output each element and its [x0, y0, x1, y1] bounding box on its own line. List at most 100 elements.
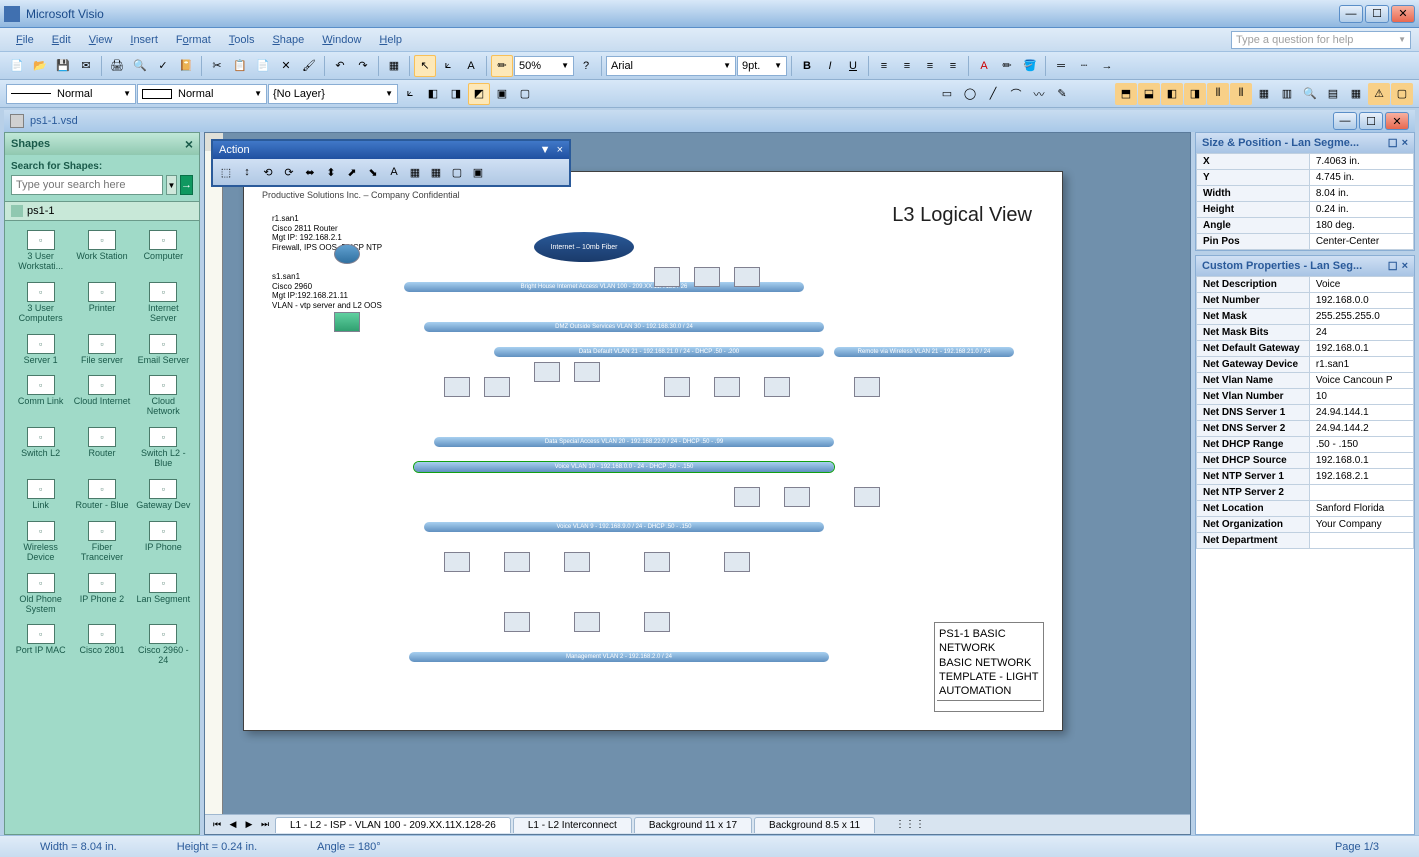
prop-value[interactable]: Your Company [1309, 517, 1413, 533]
text-tool-button[interactable]: A [460, 55, 482, 77]
doc-maximize-button[interactable]: ☐ [1359, 112, 1383, 130]
prop-value[interactable]: .50 - .150 [1309, 437, 1413, 453]
doc-close-button[interactable]: ✕ [1385, 112, 1409, 130]
prop-value[interactable]: 8.04 in. [1309, 186, 1413, 202]
shapes-search-input[interactable] [11, 175, 163, 195]
search-go-button[interactable]: → [180, 175, 193, 195]
fill-color-button[interactable]: 🪣 [1019, 55, 1041, 77]
prop-row[interactable]: Angle180 deg. [1197, 218, 1414, 234]
tab-last-button[interactable]: ⏭ [257, 817, 273, 833]
shape-item-0[interactable]: ▫3 User Workstati... [11, 227, 70, 275]
line-color-button[interactable]: ✏ [996, 55, 1018, 77]
zoom-dropdown[interactable]: 50%▼ [514, 56, 574, 76]
shape-item-25[interactable]: ▫Cisco 2801 [72, 621, 131, 669]
delete-button[interactable]: ✕ [275, 55, 297, 77]
doc-minimize-button[interactable]: — [1333, 112, 1357, 130]
prop-value[interactable]: Voice [1309, 277, 1413, 293]
pencil-tool-button[interactable]: ✎ [1051, 83, 1073, 105]
layout2-button[interactable]: ▥ [1276, 83, 1298, 105]
shape-item-16[interactable]: ▫Router - Blue [72, 476, 131, 514]
shape-item-13[interactable]: ▫Router [72, 424, 131, 472]
prop-row[interactable]: Net DHCP Source192.168.0.1 [1197, 453, 1414, 469]
shape-item-20[interactable]: ▫IP Phone [134, 518, 193, 566]
prop-row[interactable]: Net Vlan Number10 [1197, 389, 1414, 405]
line-style1-dropdown[interactable]: Normal▼ [6, 84, 136, 104]
menu-file[interactable]: File [8, 32, 42, 48]
action-dropdown-icon[interactable]: ▼ [540, 144, 551, 156]
line-weight-button[interactable]: ═ [1050, 55, 1072, 77]
tab-prev-button[interactable]: ◀ [225, 817, 241, 833]
prop-row[interactable]: Net OrganizationYour Company [1197, 517, 1414, 533]
shape-item-9[interactable]: ▫Comm Link [11, 372, 70, 420]
action-btn-13[interactable]: ▣ [468, 162, 488, 182]
prop-value[interactable]: 192.168.0.1 [1309, 341, 1413, 357]
panel2-close-icon[interactable]: × [1402, 260, 1408, 273]
shape-item-14[interactable]: ▫Switch L2 - Blue [134, 424, 193, 472]
minimize-button[interactable]: — [1339, 5, 1363, 23]
menu-view[interactable]: View [81, 32, 121, 48]
prop-value[interactable]: 24 [1309, 325, 1413, 341]
rect-tool-button[interactable]: ▭ [936, 83, 958, 105]
close-button[interactable]: ✕ [1391, 5, 1415, 23]
tab-overflow-icon[interactable]: ⋮⋮⋮ [895, 819, 925, 830]
action-btn-5[interactable]: ⬌ [300, 162, 320, 182]
sheet-tab-1[interactable]: L1 - L2 Interconnect [513, 817, 632, 833]
pointer-tool-button[interactable]: ↖ [414, 55, 436, 77]
menu-shape[interactable]: Shape [264, 32, 312, 48]
shape4-button[interactable]: ▣ [491, 83, 513, 105]
prop-row[interactable]: Net Mask Bits24 [1197, 325, 1414, 341]
prop-row[interactable]: Net Number192.168.0.0 [1197, 293, 1414, 309]
ellipse-tool-button[interactable]: ◯ [959, 83, 981, 105]
bold-button[interactable]: B [796, 55, 818, 77]
menu-edit[interactable]: Edit [44, 32, 79, 48]
panel-close-icon[interactable]: × [1402, 137, 1408, 150]
shape-item-23[interactable]: ▫Lan Segment [134, 570, 193, 618]
prop-value[interactable] [1309, 533, 1413, 549]
action-btn-8[interactable]: ⬊ [363, 162, 383, 182]
action-btn-11[interactable]: ▦ [426, 162, 446, 182]
prop-row[interactable]: Net Default Gateway192.168.0.1 [1197, 341, 1414, 357]
align3-button[interactable]: ◧ [1161, 83, 1183, 105]
arc-tool-button[interactable]: ⌒ [1005, 83, 1027, 105]
action-btn-12[interactable]: ▢ [447, 162, 467, 182]
prop-row[interactable]: Net NTP Server 2 [1197, 485, 1414, 501]
prop-value[interactable]: 255.255.255.0 [1309, 309, 1413, 325]
sheet-tab-3[interactable]: Background 8.5 x 11 [754, 817, 875, 833]
menu-insert[interactable]: Insert [122, 32, 166, 48]
prop-value[interactable] [1309, 485, 1413, 501]
prop-value[interactable]: 24.94.144.1 [1309, 405, 1413, 421]
align-justify-button[interactable]: ≡ [942, 55, 964, 77]
font-color-button[interactable]: A [973, 55, 995, 77]
action-close-icon[interactable]: × [557, 144, 563, 156]
mail-button[interactable]: ✉ [75, 55, 97, 77]
prop-row[interactable]: X7.4063 in. [1197, 154, 1414, 170]
connector-tool-button[interactable]: ⟀ [437, 55, 459, 77]
shapes-tab[interactable]: ps1-1 [5, 201, 199, 221]
align1-button[interactable]: ⬒ [1115, 83, 1137, 105]
preview-button[interactable]: 🔍 [129, 55, 151, 77]
line-pattern-button[interactable]: ┄ [1073, 55, 1095, 77]
help-search-box[interactable]: Type a question for help ▼ [1231, 31, 1411, 49]
help-button[interactable]: ? [575, 55, 597, 77]
shape-item-21[interactable]: ▫Old Phone System [11, 570, 70, 618]
prop-row[interactable]: Net DescriptionVoice [1197, 277, 1414, 293]
action-btn-3[interactable]: ⟲ [258, 162, 278, 182]
prop-value[interactable]: 180 deg. [1309, 218, 1413, 234]
prop-value[interactable]: Center-Center [1309, 234, 1413, 250]
sheet-tab-2[interactable]: Background 11 x 17 [634, 817, 752, 833]
prop-row[interactable]: Net DNS Server 224.94.144.2 [1197, 421, 1414, 437]
drawing-tools-button[interactable]: ✏ [491, 55, 513, 77]
save-button[interactable]: 💾 [52, 55, 74, 77]
menu-tools[interactable]: Tools [221, 32, 263, 48]
cut-button[interactable]: ✂ [206, 55, 228, 77]
shape-item-7[interactable]: ▫File server [72, 331, 131, 369]
shape-item-26[interactable]: ▫Cisco 2960 - 24 [134, 621, 193, 669]
prop-value[interactable]: 10 [1309, 389, 1413, 405]
prop-value[interactable]: Sanford Florida [1309, 501, 1413, 517]
prop-value[interactable]: 7.4063 in. [1309, 154, 1413, 170]
shape-item-12[interactable]: ▫Switch L2 [11, 424, 70, 472]
shapes-window-button[interactable]: ▦ [383, 55, 405, 77]
format-painter-button[interactable]: 🖌 [298, 55, 320, 77]
underline-button[interactable]: U [842, 55, 864, 77]
panel2-restore-icon[interactable]: ☐ [1388, 260, 1398, 273]
